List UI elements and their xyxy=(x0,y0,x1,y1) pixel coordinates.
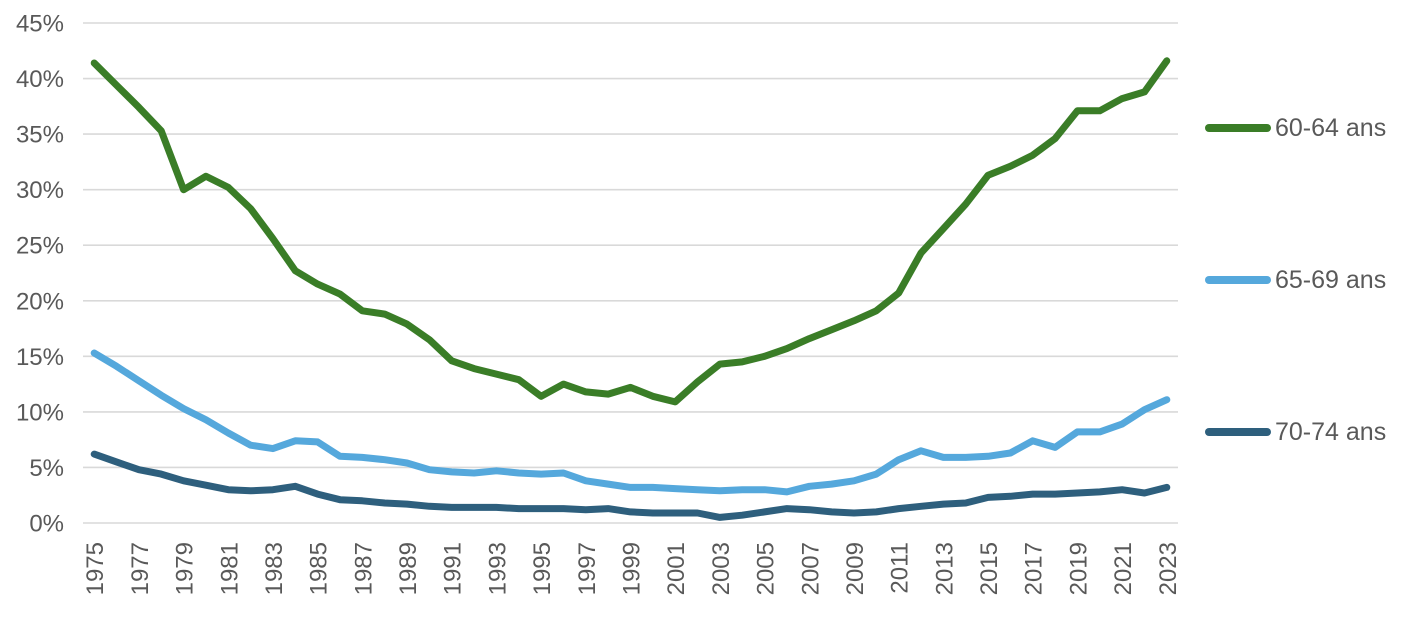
gridlines xyxy=(83,22,1178,524)
series-line-65-69-ans xyxy=(90,349,1171,496)
legend-item-60-64: 60-64 ans xyxy=(1205,113,1386,143)
x-tick-label-2001: 2001 xyxy=(663,542,690,595)
x-tick-label-2017: 2017 xyxy=(1021,542,1048,595)
y-axis-labels: 0% 5% 10% 15% 20% 25% 30% 35% 40% 45% xyxy=(16,11,64,538)
y-tick-label-25%: 25% xyxy=(16,233,64,260)
x-tick-label-1977: 1977 xyxy=(127,542,154,595)
x-tick-label-1975: 1975 xyxy=(82,542,109,595)
x-tick-label-1999: 1999 xyxy=(619,542,646,595)
x-tick-label-2021: 2021 xyxy=(1110,542,1137,595)
series-lines xyxy=(90,57,1171,521)
x-tick-label-1987: 1987 xyxy=(350,542,377,595)
legend-label-65-69: 65-69 ans xyxy=(1275,265,1387,294)
x-tick-label-1993: 1993 xyxy=(484,542,511,595)
x-tick-label-1997: 1997 xyxy=(574,542,601,595)
x-tick-label-2013: 2013 xyxy=(931,542,958,595)
x-tick-label-1985: 1985 xyxy=(306,542,333,595)
legend-label-70-74: 70-74 ans xyxy=(1275,417,1387,446)
x-tick-label-2023: 2023 xyxy=(1155,542,1182,595)
x-tick-label-2011: 2011 xyxy=(887,542,914,594)
y-tick-label-30%: 30% xyxy=(16,177,64,204)
y-tick-label-15%: 15% xyxy=(16,344,64,371)
x-tick-label-2003: 2003 xyxy=(708,542,735,595)
x-axis-labels: 1975 1977 1979 1981 1983 1985 1987 1989 1991 1993… xyxy=(82,542,1182,595)
legend-item-65-69: 65-69 ans xyxy=(1205,265,1386,295)
y-tick-label-10%: 10% xyxy=(16,399,64,426)
x-tick-label-2009: 2009 xyxy=(842,542,869,595)
y-tick-label-40%: 40% xyxy=(16,66,64,93)
series-line-70-74-ans xyxy=(90,450,1171,521)
legend-label-60-64: 60-64 ans xyxy=(1275,113,1387,142)
x-tick-label-2015: 2015 xyxy=(976,542,1003,595)
x-tick-label-2007: 2007 xyxy=(797,542,824,595)
x-tick-label-1979: 1979 xyxy=(172,542,199,595)
x-tick-label-2005: 2005 xyxy=(753,542,780,595)
legend-swatch-65-69 xyxy=(1205,276,1271,284)
y-tick-label-0%: 0% xyxy=(29,511,64,538)
x-tick-label-2019: 2019 xyxy=(1065,542,1092,595)
y-tick-label-5%: 5% xyxy=(29,455,64,482)
series-line-60-64-ans xyxy=(90,57,1171,406)
legend-swatch-60-64 xyxy=(1205,124,1271,132)
x-tick-label-1995: 1995 xyxy=(529,542,556,595)
x-tick-label-1989: 1989 xyxy=(395,542,422,595)
legend-item-70-74: 70-74 ans xyxy=(1205,417,1386,447)
x-tick-label-1981: 1981 xyxy=(216,542,243,595)
y-tick-label-35%: 35% xyxy=(16,122,64,149)
legend-swatch-70-74 xyxy=(1205,428,1271,436)
x-tick-label-1983: 1983 xyxy=(261,542,288,595)
y-tick-label-20%: 20% xyxy=(16,288,64,315)
y-tick-label-45%: 45% xyxy=(16,11,64,38)
x-tick-label-1991: 1991 xyxy=(440,542,467,595)
legend: 60-64 ans 65-69 ans 70-74 ans xyxy=(1205,0,1404,618)
